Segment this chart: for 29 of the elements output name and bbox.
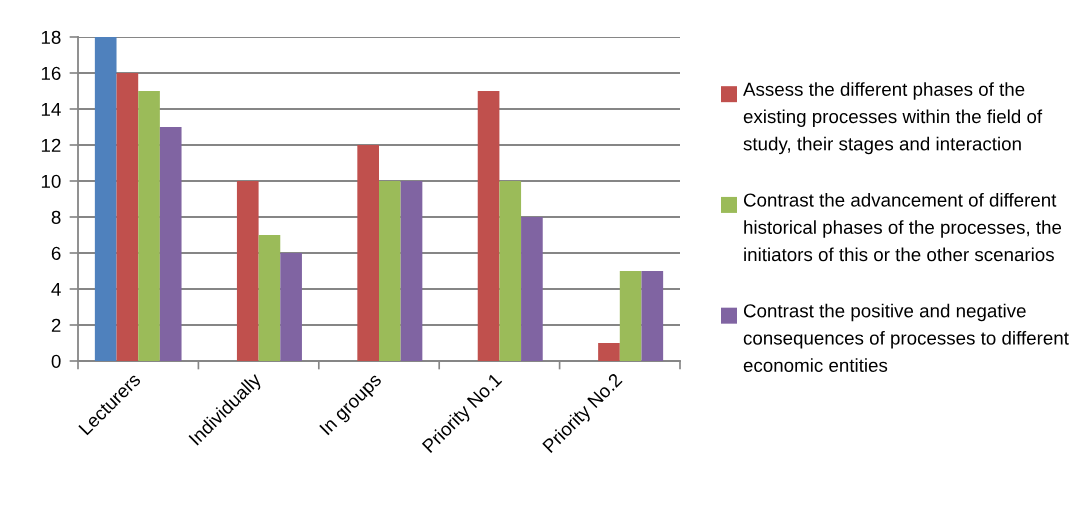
legend-label: Assess the different phases of the existing processes within the field of study, their stages and interaction: [743, 82, 1043, 155]
bar: [499, 181, 522, 361]
legend-label: Contrast the advancement of different historical phases of the processes, the initiators of this or the other scenarios: [743, 192, 1062, 262]
y-tick-label: 14: [41, 102, 61, 116]
y-tick-label: 18: [41, 30, 61, 44]
bar: [280, 253, 302, 361]
y-tick-label: 2: [51, 318, 61, 332]
bar: [236, 181, 259, 361]
bar: [357, 145, 379, 361]
bar: [379, 181, 401, 361]
y-tick-label: 4: [51, 282, 61, 296]
bar: [159, 127, 182, 361]
bar: [521, 217, 543, 361]
bar: [598, 343, 620, 361]
bar: [116, 73, 139, 361]
bar: [94, 37, 117, 361]
y-tick-label: 6: [51, 246, 61, 260]
y-tick-label: 12: [41, 138, 61, 152]
bar: [477, 91, 500, 361]
bar: [258, 235, 281, 361]
y-tick-label: 16: [41, 66, 61, 80]
bar: [641, 271, 664, 361]
bar: [619, 271, 642, 361]
legend-label: Contrast the positive and negative consequences of processes to different economic entities: [743, 303, 1069, 372]
y-tick-label: 10: [41, 174, 61, 188]
y-tick-label: 0: [51, 354, 61, 368]
y-tick-label: 8: [51, 210, 61, 224]
bar: [400, 181, 423, 361]
bar: [138, 91, 160, 361]
